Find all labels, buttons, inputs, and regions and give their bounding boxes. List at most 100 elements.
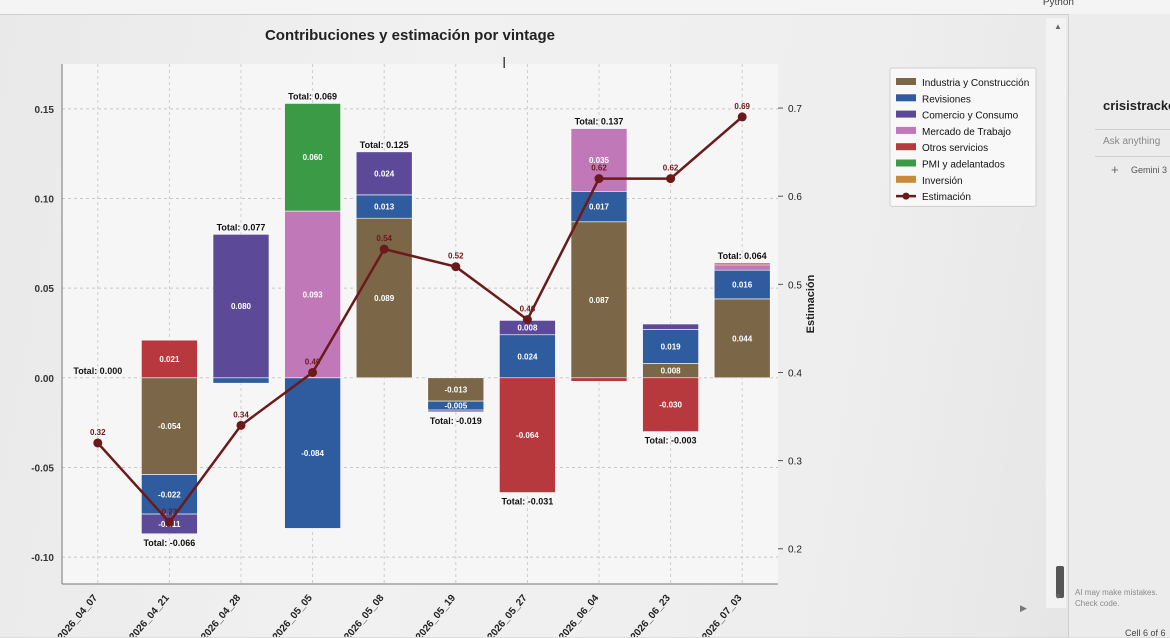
bar-segment-label: 0.008: [517, 324, 538, 333]
panel-title: crisistracker: [1103, 98, 1170, 113]
cell-info: Cell 6 of 6: [1125, 628, 1166, 638]
ytick-right-label: 0.3: [788, 457, 802, 468]
bar-total-label: Total: 0.000: [73, 366, 122, 376]
bar-segment: [713, 298, 771, 379]
ytick-left-label: 0.00: [35, 374, 55, 385]
assistant-side-panel: crisistracker Ask anything + Gemini 3 AI…: [1068, 14, 1170, 638]
scrollbar-thumb[interactable]: [1056, 566, 1064, 598]
bar-segment: [499, 377, 556, 493]
ytick-left-label: 0.05: [35, 284, 55, 295]
bar-segment: [642, 329, 699, 364]
model-selector[interactable]: Gemini 3: [1131, 165, 1168, 175]
bar-segment-label: 0.024: [517, 352, 538, 361]
bar-segment-label: 0.013: [374, 203, 395, 212]
bar-segment: [713, 262, 771, 266]
bar-segment-label: -0.005: [444, 402, 467, 411]
bar-segment: [212, 234, 270, 379]
bar-segment-label: 0.093: [303, 290, 324, 299]
estimacion-point: [451, 262, 461, 272]
bar-segment-label: 0.019: [661, 342, 682, 351]
bar-segment: [141, 339, 198, 379]
xtick-label: 2026_06_23: [629, 593, 673, 637]
legend-label: Industria y Construcción: [922, 78, 1029, 89]
ytick-right-label: 0.6: [788, 192, 802, 203]
estimacion-point: [737, 112, 747, 122]
legend-swatch: [896, 143, 916, 151]
editor-top-bar: Python: [0, 0, 1170, 15]
bar-segment-label: 0.060: [303, 153, 324, 162]
bar-segment-label: 0.021: [159, 355, 180, 364]
estimacion-label: 0.62: [663, 164, 679, 173]
estimacion-line: [96, 115, 744, 525]
bar-segment: [713, 269, 771, 300]
ask-input[interactable]: Ask anything: [1095, 129, 1170, 157]
ytick-left-label: 0.10: [35, 194, 55, 205]
estimacion-label: 0.69: [734, 102, 750, 111]
bar-segment: [212, 377, 270, 384]
bar-segment: [141, 377, 198, 475]
ytick-right-label: 0.2: [788, 545, 802, 556]
legend-swatch: [896, 78, 916, 85]
estimacion-label: 0.40: [305, 357, 321, 366]
bar-total-label: Total: 0.077: [217, 222, 266, 232]
bar-segment: [284, 210, 341, 379]
bar-total-label: Total: 0.064: [718, 251, 767, 261]
bar-segment: [570, 221, 628, 379]
bar-total-label: Total: 0.125: [360, 140, 409, 150]
estimacion-label: 0.54: [376, 234, 392, 243]
scroll-down-icon[interactable]: ▼: [1054, 592, 1062, 601]
estimacion-point: [594, 174, 604, 184]
ytick-right-label: 0.4: [788, 368, 802, 379]
bar-segment-label: 0.087: [589, 296, 610, 305]
xtick-label: 2026_07_03: [700, 593, 744, 637]
bar-segment-label: -0.084: [301, 449, 324, 458]
xtick-label: 2026_05_08: [342, 593, 386, 637]
legend-label: Otros servicios: [922, 143, 988, 154]
xtick-label: 2026_04_07: [56, 593, 100, 637]
estimacion-point: [522, 315, 532, 325]
chart-output: -0.10 -0.05 0.00 0.05 0.10 0.15 0.2 0.3 0.4 0.5 0.…: [31, 27, 1037, 637]
estimacion-label: 0.32: [90, 428, 106, 437]
ytick-left-label: -0.05: [31, 463, 54, 474]
ytick-right-label: 0.5: [788, 280, 802, 291]
bar-total-label: Total: 0.137: [575, 117, 624, 127]
output-scrollbar[interactable]: [1046, 18, 1066, 608]
bar-total-label: Total: 0.069: [288, 91, 337, 101]
language-label[interactable]: Python: [1042, 0, 1074, 8]
legend-label: Revisiones: [922, 94, 971, 105]
bar-segment: [642, 377, 699, 432]
legend-label: Comercio y Consumo: [922, 111, 1019, 122]
expand-arrow-icon[interactable]: ▶: [1020, 603, 1027, 613]
plus-icon[interactable]: +: [1111, 162, 1119, 177]
bar-total-label: Total: -0.019: [430, 416, 482, 426]
legend-swatch: [896, 175, 916, 183]
legend-swatch: [896, 94, 916, 102]
bar-segment: [284, 103, 341, 212]
bar-segment: [499, 334, 556, 379]
bar-segment-label: 0.017: [589, 203, 610, 212]
legend-label: Estimación: [922, 192, 971, 203]
ask-placeholder: Ask anything: [1103, 136, 1161, 147]
estimacion-point: [308, 367, 318, 377]
estimacion-point: [236, 420, 246, 430]
estimacion-point: [93, 438, 103, 448]
estimacion-label: 0.46: [520, 305, 536, 314]
scroll-up-icon[interactable]: ▲: [1054, 22, 1062, 31]
y-axis-right-label: Estimación: [805, 274, 817, 333]
bar-segment: [355, 151, 413, 196]
legend-swatch: [896, 126, 916, 134]
bar-segment: [284, 377, 341, 529]
bar-segment-label: 0.016: [732, 281, 753, 290]
bar-total-label: Total: -0.066: [143, 538, 195, 548]
ai-disclaimer: AI may make mistakes. Check code.: [1075, 588, 1158, 608]
bar-segment-label: 0.024: [374, 169, 395, 178]
ytick-left-label: 0.15: [35, 105, 55, 116]
bar-segment-label: 0.035: [589, 156, 610, 165]
legend-swatch: [896, 159, 916, 167]
bar-total-label: Total: -0.031: [501, 497, 553, 507]
bar-segment: [141, 474, 198, 515]
bar-segment-label: 0.008: [661, 367, 682, 376]
xtick-label: 2026_06_04: [557, 593, 601, 637]
legend-swatch: [896, 110, 916, 118]
